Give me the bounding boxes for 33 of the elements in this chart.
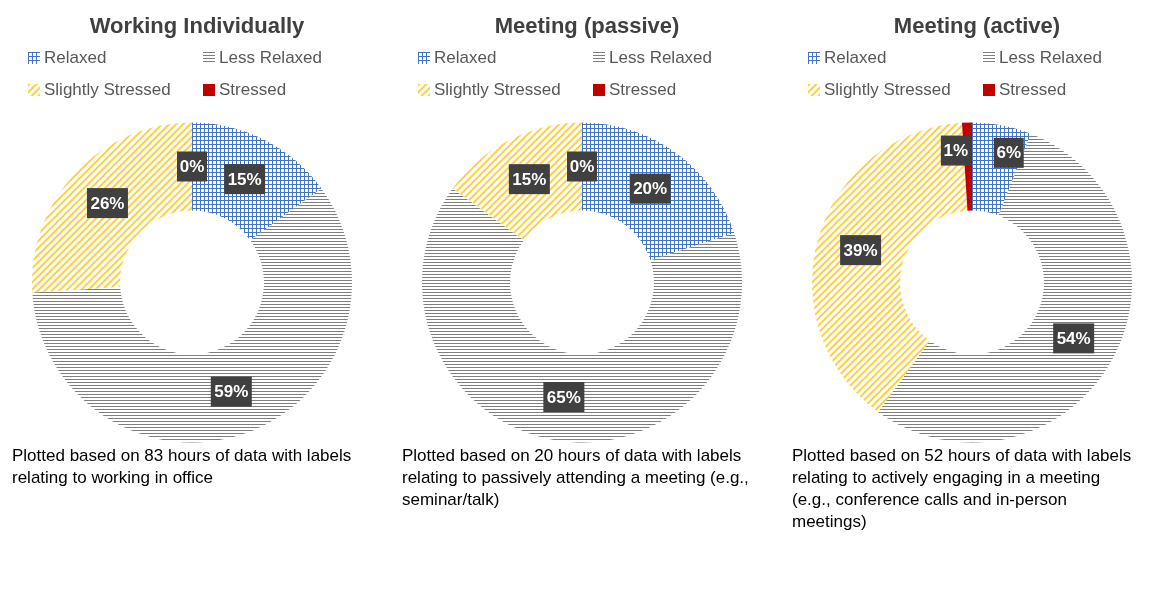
legend-label: Less Relaxed: [999, 48, 1103, 68]
text: Plotted based on 52 hours of data with labels relating to actively engaging in a meeting (e.g., conference calls and in-person meetings): [792, 445, 1133, 533]
data-label: 15%: [227, 169, 262, 189]
data-label: 15%: [512, 169, 547, 189]
donut-slice: [877, 133, 1132, 443]
legend-label: Stressed: [219, 80, 287, 100]
text: 0%: [569, 157, 595, 176]
text: 0%: [179, 157, 205, 176]
donut-slice: [32, 188, 352, 443]
legend-label: Stressed: [999, 80, 1067, 100]
data-label: 39%: [843, 240, 878, 260]
chart-title: Meeting (active): [892, 12, 1062, 40]
data-label: 1%: [943, 141, 969, 161]
data-label: 59%: [214, 382, 249, 402]
legend-label: Slightly Stressed: [824, 80, 951, 100]
legend-label: Relaxed: [44, 48, 107, 68]
donut-slice: [812, 122, 968, 412]
legend-label: Slightly Stressed: [44, 80, 171, 100]
data-label: 65%: [546, 387, 581, 407]
data-label: 20%: [633, 179, 668, 199]
chart-title: Meeting (passive): [493, 12, 681, 40]
legend-label: Relaxed: [434, 48, 497, 68]
chart-title: Working Individually: [88, 12, 306, 40]
data-label: 6%: [996, 143, 1022, 163]
legend-label: Stressed: [609, 80, 677, 100]
data-label: 26%: [90, 193, 125, 213]
legend-label: Less Relaxed: [219, 48, 323, 68]
text: Plotted based on 20 hours of data with labels relating to passively attending a meeting (e.g., seminar/talk): [402, 445, 750, 511]
legend-label: Less Relaxed: [609, 48, 713, 68]
data-label: 54%: [1056, 328, 1091, 348]
legend-label: Slightly Stressed: [434, 80, 561, 100]
legend-label: Relaxed: [824, 48, 887, 68]
text: Plotted based on 83 hours of data with labels relating to working in office: [12, 445, 353, 489]
